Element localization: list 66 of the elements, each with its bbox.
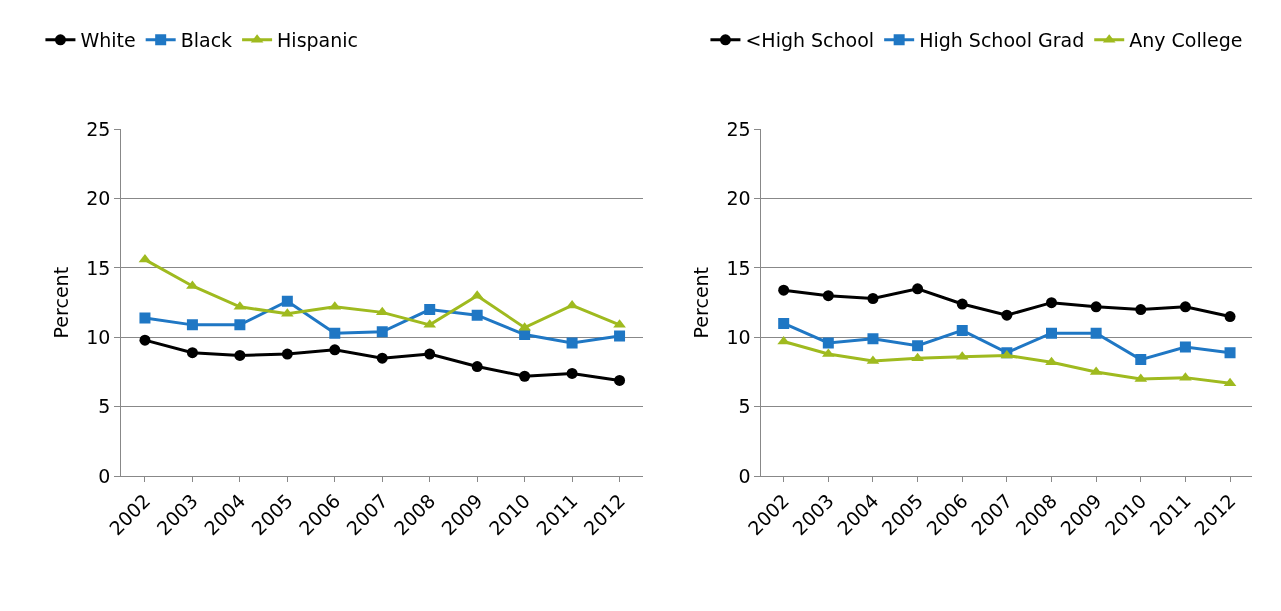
point	[234, 319, 246, 331]
legend-label: High School Grad	[919, 29, 1085, 52]
y-tick-label: 10	[86, 326, 111, 349]
legend-label: Black	[180, 29, 233, 52]
point	[186, 319, 198, 331]
point	[867, 333, 879, 345]
point	[376, 326, 388, 338]
point	[519, 370, 531, 382]
y-tick-label: 20	[726, 187, 751, 210]
point	[281, 348, 293, 360]
y-axis-title: Percent	[50, 266, 73, 339]
point	[424, 304, 436, 316]
y-axis-title: Percent	[690, 266, 713, 339]
point	[471, 361, 483, 373]
point	[566, 367, 578, 379]
point	[375, 306, 389, 316]
y-tick-label: 25	[86, 117, 111, 140]
point	[614, 374, 626, 386]
point	[471, 309, 483, 321]
y-tick-label: 10	[726, 326, 751, 349]
point	[566, 337, 578, 349]
point	[139, 312, 151, 324]
legend-label: Hispanic	[277, 29, 359, 52]
point	[1046, 327, 1057, 339]
y-tick-label: 20	[86, 187, 111, 210]
point	[519, 329, 531, 341]
point	[956, 298, 968, 310]
point	[956, 324, 968, 336]
point	[139, 334, 151, 346]
legend-label: Any College	[1129, 29, 1243, 52]
legend-label: White	[80, 29, 136, 52]
point	[1224, 347, 1236, 359]
point	[1090, 301, 1102, 313]
point	[186, 347, 198, 359]
point	[822, 290, 834, 302]
point	[234, 349, 246, 361]
point	[614, 330, 626, 342]
y-tick-label: 15	[86, 256, 111, 279]
y-tick-label: 5	[98, 395, 111, 418]
y-tick-label: 25	[726, 117, 751, 140]
y-tick-label: 15	[726, 256, 751, 279]
point	[329, 327, 341, 339]
point	[1090, 327, 1102, 339]
point	[778, 317, 790, 329]
point	[1046, 297, 1057, 309]
point	[1179, 341, 1191, 353]
point	[281, 295, 293, 307]
point	[1045, 356, 1058, 366]
point	[1135, 304, 1147, 316]
point	[867, 292, 879, 304]
y-tick-label: 0	[738, 464, 751, 487]
point	[1224, 311, 1236, 323]
point	[912, 283, 924, 295]
point	[1001, 309, 1013, 321]
y-tick-label: 0	[98, 464, 111, 487]
point	[1179, 301, 1191, 313]
point	[1135, 354, 1147, 366]
point	[424, 348, 436, 360]
point	[778, 284, 790, 296]
point	[912, 340, 924, 352]
point	[822, 337, 834, 349]
point	[329, 344, 341, 356]
legend-label: <High School	[745, 29, 875, 52]
y-tick-label: 5	[738, 395, 751, 418]
point	[376, 352, 388, 364]
point	[565, 299, 579, 309]
